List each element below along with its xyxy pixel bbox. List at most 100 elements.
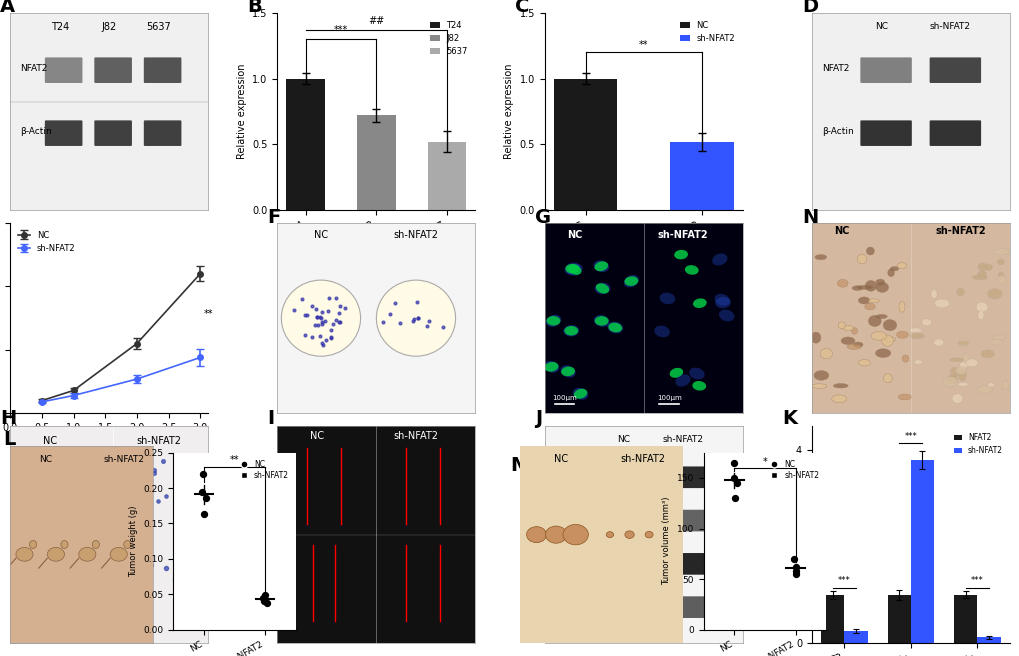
Ellipse shape [977, 311, 983, 319]
Point [297, 310, 313, 320]
Ellipse shape [980, 350, 994, 358]
Ellipse shape [593, 315, 608, 327]
Ellipse shape [93, 541, 100, 548]
Point [256, 596, 272, 606]
Point [60, 617, 76, 627]
Y-axis label: Relative expression: Relative expression [236, 64, 247, 159]
Ellipse shape [123, 541, 130, 548]
Ellipse shape [593, 260, 608, 272]
Text: ***: *** [837, 576, 850, 585]
Ellipse shape [977, 263, 986, 271]
Ellipse shape [813, 371, 828, 380]
Text: sh-NFAT2: sh-NFAT2 [934, 226, 984, 236]
Point [93, 568, 109, 579]
Point [40, 613, 56, 624]
Ellipse shape [913, 360, 921, 364]
Point [46, 477, 62, 487]
Point [167, 573, 183, 584]
Point [337, 303, 354, 314]
Point [256, 590, 272, 600]
Ellipse shape [976, 386, 991, 393]
Y-axis label: Tumor weight (g): Tumor weight (g) [128, 506, 138, 577]
Point [64, 462, 81, 473]
Point [91, 625, 107, 636]
Ellipse shape [692, 298, 706, 308]
Ellipse shape [47, 547, 64, 561]
Ellipse shape [564, 326, 578, 335]
Point [69, 516, 86, 526]
Point [786, 554, 802, 564]
Ellipse shape [875, 282, 888, 293]
Ellipse shape [880, 335, 893, 346]
Ellipse shape [718, 310, 734, 321]
Ellipse shape [951, 394, 962, 403]
Point [331, 301, 347, 312]
Text: T24: T24 [51, 22, 68, 32]
Point [312, 312, 328, 323]
Point [117, 567, 133, 577]
Ellipse shape [674, 250, 688, 259]
Ellipse shape [110, 547, 127, 561]
Text: J82: J82 [102, 22, 117, 32]
Point [97, 590, 113, 601]
Ellipse shape [909, 333, 923, 339]
Point [81, 454, 97, 464]
Point [157, 562, 173, 573]
Ellipse shape [16, 547, 33, 561]
Ellipse shape [574, 389, 587, 399]
Y-axis label: Relative expression: Relative expression [781, 490, 790, 579]
Point [42, 518, 58, 529]
Ellipse shape [957, 369, 966, 381]
Ellipse shape [851, 328, 857, 335]
Point [64, 625, 81, 635]
Ellipse shape [955, 375, 961, 382]
Point [69, 565, 86, 576]
Point [146, 468, 162, 479]
Point [299, 310, 315, 321]
Ellipse shape [653, 325, 669, 337]
Ellipse shape [833, 384, 848, 388]
Ellipse shape [897, 262, 906, 268]
Ellipse shape [864, 303, 874, 310]
Text: sh-NFAT2: sh-NFAT2 [393, 432, 438, 441]
Ellipse shape [669, 368, 683, 378]
Text: NC: NC [40, 455, 52, 464]
Text: J: J [534, 409, 541, 428]
Ellipse shape [971, 275, 986, 280]
Point [90, 504, 106, 514]
Ellipse shape [956, 288, 964, 296]
Point [391, 318, 408, 328]
Text: NFAT2: NFAT2 [550, 470, 576, 478]
Ellipse shape [957, 382, 967, 386]
Ellipse shape [856, 254, 866, 264]
Point [155, 455, 171, 466]
Ellipse shape [909, 328, 921, 333]
Text: B: B [248, 0, 262, 16]
FancyBboxPatch shape [859, 120, 911, 146]
Ellipse shape [837, 279, 847, 287]
Point [62, 552, 78, 563]
Text: NC: NC [553, 454, 568, 464]
Ellipse shape [605, 531, 613, 538]
Point [10, 594, 26, 604]
Ellipse shape [594, 261, 607, 271]
FancyBboxPatch shape [45, 57, 83, 83]
Ellipse shape [853, 342, 862, 347]
Point [68, 592, 85, 603]
Text: **: ** [203, 310, 213, 319]
Point [146, 465, 162, 476]
Text: C: C [515, 0, 529, 16]
FancyBboxPatch shape [144, 120, 181, 146]
Point [408, 297, 424, 307]
Point [90, 562, 106, 573]
Text: β-Actin: β-Actin [550, 600, 580, 608]
Ellipse shape [921, 319, 930, 326]
Point [315, 340, 331, 350]
Point [331, 317, 347, 327]
Ellipse shape [714, 297, 731, 308]
Point [726, 473, 742, 483]
Ellipse shape [896, 331, 908, 338]
Point [309, 312, 325, 322]
Text: NC: NC [873, 22, 887, 31]
Ellipse shape [595, 283, 608, 293]
